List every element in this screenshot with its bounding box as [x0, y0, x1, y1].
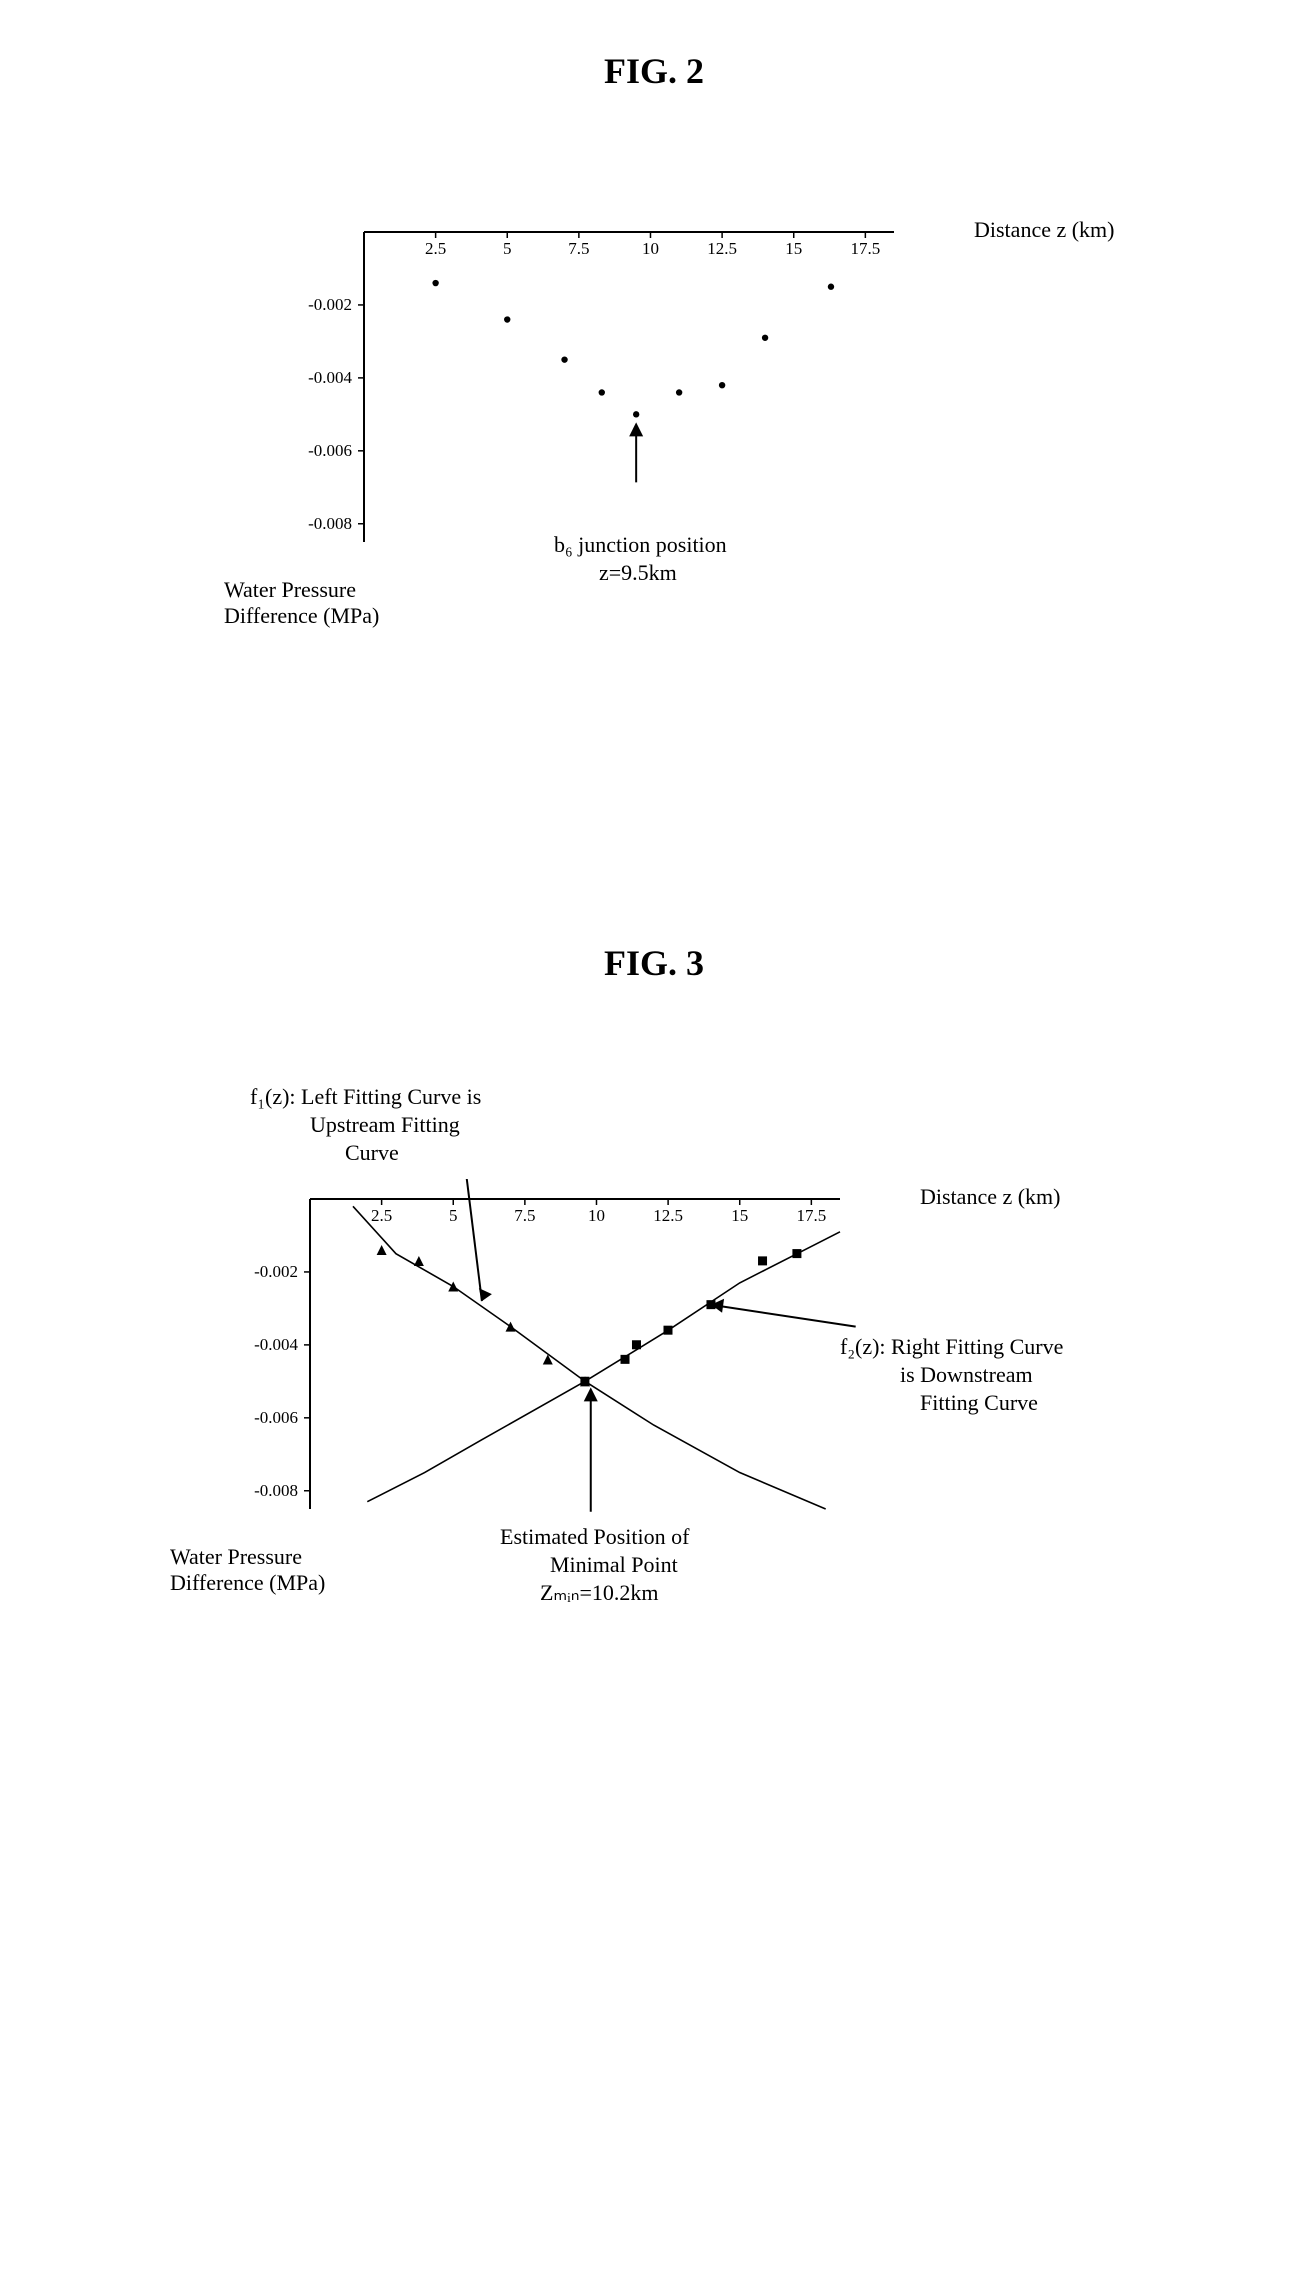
fig2-x-axis-label: Distance z (km): [974, 217, 1115, 243]
svg-text:10: 10: [642, 239, 659, 258]
svg-text:-0.008: -0.008: [308, 514, 352, 533]
fig3-plot: 2.5 5 7.5 10 12.5 15 17.5 -0.002 -0.004 -0.006 -0.…: [200, 1179, 900, 1549]
fig3-left-label-line3: Curve: [345, 1140, 399, 1166]
svg-text:7.5: 7.5: [514, 1206, 535, 1225]
svg-text:15: 15: [785, 239, 802, 258]
svg-text:10: 10: [588, 1206, 605, 1225]
fig3-bottom-label-line2: Minimal Point: [550, 1552, 678, 1578]
fig3-bottom-label-line1: Estimated Position of: [500, 1524, 689, 1550]
fig3-bottom-label-line3: Zₘᵢₙ=10.2km: [540, 1580, 659, 1606]
svg-text:-0.008: -0.008: [254, 1481, 298, 1500]
fig2-annotation-line1: b₆ junction position: [554, 532, 727, 558]
fig3-right-label-line2: is Downstream: [900, 1362, 1033, 1388]
svg-text:7.5: 7.5: [568, 239, 589, 258]
svg-text:12.5: 12.5: [653, 1206, 683, 1225]
svg-text:15: 15: [731, 1206, 748, 1225]
svg-text:-0.002: -0.002: [308, 295, 352, 314]
fig3-y-axis-label: Water Pressure Difference (MPa): [170, 1544, 325, 1596]
svg-text:5: 5: [449, 1206, 458, 1225]
fig3-right-label-line3: Fitting Curve: [920, 1390, 1038, 1416]
svg-text:5: 5: [503, 239, 512, 258]
svg-text:2.5: 2.5: [425, 239, 446, 258]
fig3-left-label-line1: f₁(z): Left Fitting Curve is: [250, 1084, 481, 1110]
fig3-x-axis-label: Distance z (km): [920, 1184, 1061, 1210]
fig2-annotation-line2: z=9.5km: [599, 560, 677, 586]
fig2-title: FIG. 2: [0, 50, 1308, 92]
svg-text:17.5: 17.5: [796, 1206, 826, 1225]
svg-text:2.5: 2.5: [371, 1206, 392, 1225]
fig3-right-label-line1: f₂(z): Right Fitting Curve: [840, 1334, 1063, 1360]
fig3-left-label-line2: Upstream Fitting: [310, 1112, 460, 1138]
fig2-plot: 2.5 5 7.5 10 12.5 15 17.5 -0.002 -0.004 -0.006 -0.…: [254, 212, 954, 582]
svg-text:-0.004: -0.004: [254, 1335, 298, 1354]
fig2-y-axis-label: Water Pressure Difference (MPa): [224, 577, 379, 629]
svg-text:-0.004: -0.004: [308, 368, 352, 387]
fig3-title: FIG. 3: [0, 942, 1308, 984]
svg-text:12.5: 12.5: [707, 239, 737, 258]
svg-text:-0.006: -0.006: [254, 1408, 298, 1427]
svg-text:17.5: 17.5: [850, 239, 880, 258]
svg-text:-0.002: -0.002: [254, 1262, 298, 1281]
svg-text:-0.006: -0.006: [308, 441, 352, 460]
